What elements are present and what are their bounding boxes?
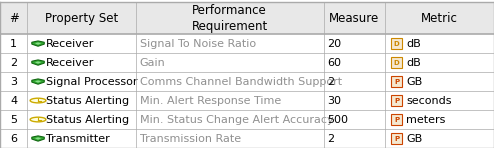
FancyBboxPatch shape <box>27 34 136 53</box>
Text: Signal To Noise Ratio: Signal To Noise Ratio <box>140 39 256 49</box>
FancyBboxPatch shape <box>136 91 324 110</box>
FancyBboxPatch shape <box>324 129 385 148</box>
Text: Transmission Rate: Transmission Rate <box>140 133 241 144</box>
FancyBboxPatch shape <box>27 2 136 34</box>
Text: Min. Status Change Alert Accuracy: Min. Status Change Alert Accuracy <box>140 115 333 124</box>
Circle shape <box>30 117 46 122</box>
Text: P: P <box>394 116 399 123</box>
Text: D: D <box>394 41 400 47</box>
Circle shape <box>30 98 46 103</box>
Text: seconds: seconds <box>406 96 452 106</box>
Text: 4: 4 <box>10 96 17 106</box>
FancyBboxPatch shape <box>0 2 27 34</box>
Text: Receiver: Receiver <box>46 39 94 49</box>
Text: meters: meters <box>406 115 446 124</box>
FancyBboxPatch shape <box>385 2 494 34</box>
FancyBboxPatch shape <box>385 72 494 91</box>
Text: Status Alerting: Status Alerting <box>46 96 129 106</box>
FancyBboxPatch shape <box>391 76 402 87</box>
Text: 2: 2 <box>328 133 334 144</box>
FancyBboxPatch shape <box>136 2 324 34</box>
Text: P: P <box>394 136 399 141</box>
FancyBboxPatch shape <box>385 91 494 110</box>
Text: Performance
Requirement: Performance Requirement <box>192 4 268 33</box>
Text: 3: 3 <box>10 77 17 87</box>
FancyBboxPatch shape <box>385 110 494 129</box>
FancyBboxPatch shape <box>391 38 402 49</box>
FancyBboxPatch shape <box>27 91 136 110</box>
FancyBboxPatch shape <box>391 133 402 144</box>
Text: dB: dB <box>406 58 421 68</box>
FancyBboxPatch shape <box>136 34 324 53</box>
Text: 500: 500 <box>328 115 349 124</box>
FancyBboxPatch shape <box>0 129 27 148</box>
FancyBboxPatch shape <box>385 129 494 148</box>
FancyBboxPatch shape <box>136 129 324 148</box>
Polygon shape <box>32 41 44 46</box>
FancyBboxPatch shape <box>0 34 27 53</box>
Text: 6: 6 <box>10 133 17 144</box>
FancyBboxPatch shape <box>324 110 385 129</box>
Text: Gain: Gain <box>140 58 165 68</box>
FancyBboxPatch shape <box>324 72 385 91</box>
Polygon shape <box>32 136 44 141</box>
Text: P: P <box>394 79 399 85</box>
Text: Metric: Metric <box>421 12 458 25</box>
Text: P: P <box>394 98 399 104</box>
FancyBboxPatch shape <box>324 2 385 34</box>
FancyBboxPatch shape <box>27 110 136 129</box>
Text: Measure: Measure <box>329 12 379 25</box>
Polygon shape <box>35 137 41 140</box>
FancyBboxPatch shape <box>391 57 402 68</box>
Text: D: D <box>394 59 400 66</box>
Text: dB: dB <box>406 39 421 49</box>
Polygon shape <box>35 42 41 45</box>
Text: Receiver: Receiver <box>46 58 94 68</box>
FancyBboxPatch shape <box>27 129 136 148</box>
Text: Min. Alert Response Time: Min. Alert Response Time <box>140 96 281 106</box>
Text: 1: 1 <box>10 39 17 49</box>
FancyBboxPatch shape <box>27 53 136 72</box>
Polygon shape <box>32 79 44 84</box>
FancyBboxPatch shape <box>391 114 402 125</box>
Text: 30: 30 <box>328 96 341 106</box>
FancyBboxPatch shape <box>385 34 494 53</box>
FancyBboxPatch shape <box>0 53 27 72</box>
FancyBboxPatch shape <box>136 72 324 91</box>
FancyBboxPatch shape <box>0 72 27 91</box>
Text: Property Set: Property Set <box>45 12 118 25</box>
Polygon shape <box>35 80 41 83</box>
FancyBboxPatch shape <box>324 91 385 110</box>
Text: GB: GB <box>406 133 422 144</box>
Text: #: # <box>9 12 18 25</box>
FancyBboxPatch shape <box>0 110 27 129</box>
Text: Signal Processor: Signal Processor <box>46 77 137 87</box>
FancyBboxPatch shape <box>385 53 494 72</box>
Text: 2: 2 <box>328 77 334 87</box>
FancyBboxPatch shape <box>324 53 385 72</box>
FancyBboxPatch shape <box>136 53 324 72</box>
FancyBboxPatch shape <box>136 110 324 129</box>
Polygon shape <box>32 60 44 65</box>
FancyBboxPatch shape <box>391 95 402 106</box>
Polygon shape <box>35 61 41 64</box>
Text: 20: 20 <box>328 39 342 49</box>
Text: 2: 2 <box>10 58 17 68</box>
FancyBboxPatch shape <box>27 72 136 91</box>
Text: 60: 60 <box>328 58 341 68</box>
Text: Comms Channel Bandwidth Support: Comms Channel Bandwidth Support <box>140 77 342 87</box>
Text: Transmitter: Transmitter <box>46 133 110 144</box>
FancyBboxPatch shape <box>324 34 385 53</box>
FancyBboxPatch shape <box>0 91 27 110</box>
Text: Status Alerting: Status Alerting <box>46 115 129 124</box>
Text: GB: GB <box>406 77 422 87</box>
Text: 5: 5 <box>10 115 17 124</box>
